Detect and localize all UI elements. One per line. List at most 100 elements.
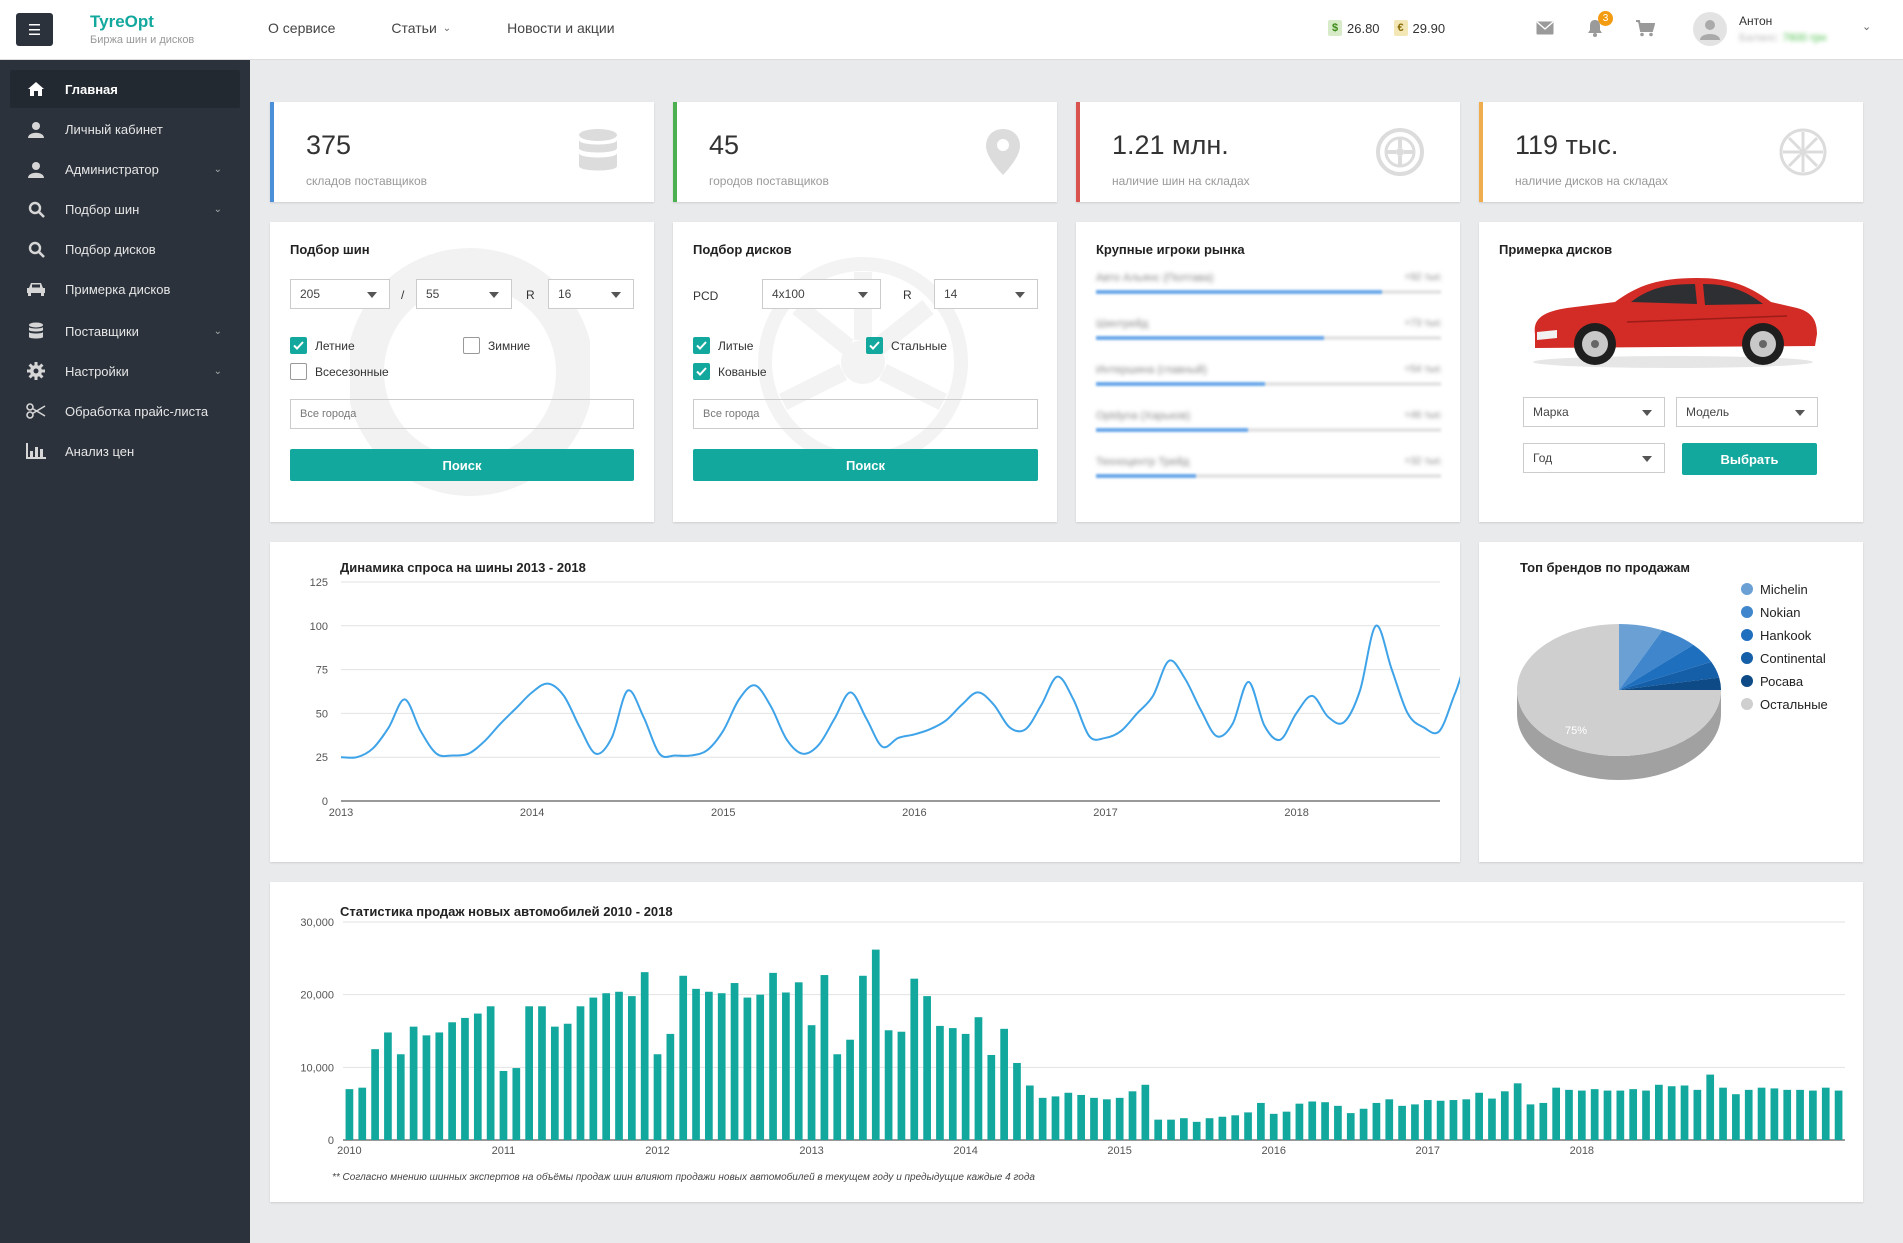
tire-profile-select[interactable]: 55	[416, 279, 512, 309]
chart-footnote: ** Согласно мнению шинных экспертов на о…	[332, 1171, 1035, 1183]
sales-bar	[1770, 1088, 1779, 1140]
make-select[interactable]: Марка	[1523, 397, 1665, 427]
sales-bar	[1603, 1090, 1612, 1140]
caret-down-icon	[489, 292, 499, 298]
scissors-icon	[25, 403, 47, 419]
car-icon	[25, 282, 47, 296]
sales-bar	[550, 1026, 559, 1140]
stat-accent-bar	[270, 102, 274, 202]
top-icons: 3	[1535, 11, 1655, 38]
sales-bar	[1757, 1087, 1766, 1140]
sales-bar	[384, 1032, 392, 1140]
sales-bar	[679, 975, 688, 1140]
market-player-row[interactable]: Авто Альянс (Полтава) +92 тыс	[1096, 272, 1441, 294]
all-season-checkbox[interactable]: Всесезонные	[290, 363, 389, 380]
market-player-row[interactable]: Интершина (главный) +54 тыс	[1096, 364, 1441, 386]
cart-icon[interactable]	[1635, 18, 1655, 38]
sales-bar	[1141, 1084, 1150, 1140]
sidebar-item-price-list[interactable]: Обработка прайс-листа	[10, 392, 240, 430]
sidebar-item-price-analysis[interactable]: Анализ цен	[10, 432, 240, 470]
sidebar-item-rim-search[interactable]: Подбор дисков	[10, 230, 240, 268]
city-input[interactable]: Все города	[290, 399, 634, 429]
sales-bar	[1783, 1089, 1792, 1140]
caret-down-icon	[611, 292, 621, 298]
sales-bar	[1205, 1118, 1214, 1140]
player-name: Optdyna (Харьков)	[1096, 410, 1191, 422]
stat-card-cities: 45 городов поставщиков	[673, 102, 1057, 202]
eur-rate: €29.90	[1393, 20, 1445, 36]
sales-bar	[859, 975, 867, 1140]
pcd-select[interactable]: 4x100	[762, 279, 881, 309]
sales-bar	[1488, 1098, 1496, 1140]
market-player-row[interactable]: Optdyna (Харьков) +46 тыс	[1096, 410, 1441, 432]
sales-bar	[1231, 1115, 1240, 1140]
tire-width-select[interactable]: 205	[290, 279, 390, 309]
sidebar-item-home[interactable]: Главная	[10, 70, 240, 108]
bell-icon[interactable]: 3	[1585, 11, 1613, 38]
select-button[interactable]: Выбрать	[1682, 443, 1817, 475]
stat-card-warehouses: 375 складов поставщиков	[270, 102, 654, 202]
sidebar-item-rim-fitting[interactable]: Примерка дисков	[10, 270, 240, 308]
sales-bar	[782, 992, 790, 1140]
user-balance: Баланс: 7600 грн	[1739, 32, 1826, 44]
sidebar: Главная Личный кабинет Администратор ⌄ П…	[0, 60, 250, 1243]
sales-bar	[807, 1025, 816, 1140]
nav-articles[interactable]: Статьи ⌄	[391, 20, 451, 36]
sales-bar	[1128, 1091, 1137, 1140]
sidebar-item-suppliers[interactable]: Поставщики ⌄	[10, 312, 240, 350]
stat-value: 1.21 млн.	[1112, 130, 1229, 160]
caret-down-icon	[1642, 456, 1652, 462]
tire-radius-value: 16	[558, 287, 572, 301]
winter-checkbox[interactable]: Зимние	[463, 337, 530, 354]
summer-checkbox[interactable]: Летние	[290, 337, 355, 354]
rim-search-button[interactable]: Поиск	[693, 449, 1038, 481]
tire-radius-select[interactable]: 16	[548, 279, 634, 309]
demand-chart-card: Динамика спроса на шины 2013 - 2018 0 25 50…	[270, 542, 1568, 862]
rim-radius-select[interactable]: 14	[934, 279, 1038, 309]
sales-bar	[1385, 1099, 1394, 1140]
sidebar-item-settings[interactable]: Настройки ⌄	[10, 352, 240, 390]
market-player-row[interactable]: Шинтрейд +73 тыс	[1096, 318, 1441, 340]
sales-bar	[615, 991, 623, 1140]
card-title: Подбор дисков	[693, 242, 792, 257]
stat-label: наличие шин на складах	[1112, 174, 1250, 188]
nav-about[interactable]: О сервисе	[268, 20, 335, 36]
market-players-card: Крупные игроки рынка Авто Альянс (Полтав…	[1076, 222, 1460, 522]
user-chevron-icon[interactable]: ⌄	[1862, 21, 1872, 33]
user-menu[interactable]: Антон Баланс: 7600 грн	[1693, 12, 1826, 46]
mail-icon[interactable]	[1535, 18, 1555, 38]
sales-bar	[1295, 1103, 1304, 1140]
steel-checkbox[interactable]: Стальные	[866, 337, 947, 354]
stat-label: наличие дисков на складах	[1515, 174, 1668, 188]
sales-bar	[1257, 1102, 1265, 1140]
home-icon	[25, 81, 47, 97]
market-player-row[interactable]: Техноцентр Трейд +32 тыс	[1096, 456, 1441, 478]
sidebar-item-account[interactable]: Личный кабинет	[10, 110, 240, 148]
caret-down-icon	[1015, 292, 1025, 298]
tire-search-card: Подбор шин 205 / 55 R 16 Летние Зимние В…	[270, 222, 654, 522]
sales-bar	[1475, 1092, 1483, 1140]
model-select[interactable]: Модель	[1676, 397, 1818, 427]
legend-dot	[1741, 629, 1753, 641]
cast-checkbox[interactable]: Литые	[693, 337, 753, 354]
stat-accent-bar	[673, 102, 677, 202]
sales-bar	[910, 978, 919, 1140]
tire-search-button[interactable]: Поиск	[290, 449, 634, 481]
menu-toggle-button[interactable]: ☰	[16, 13, 53, 46]
sidebar-item-label: Личный кабинет	[65, 121, 163, 137]
sidebar-item-admin[interactable]: Администратор ⌄	[10, 150, 240, 188]
year-select[interactable]: Год	[1523, 443, 1665, 473]
y-tick-label: 0	[328, 1135, 334, 1147]
x-tick-label: 2015	[1107, 1145, 1131, 1157]
city-input[interactable]: Все города	[693, 399, 1038, 429]
sales-bar	[448, 1022, 456, 1140]
sales-bar	[576, 1006, 585, 1140]
rim-radius-value: 14	[944, 287, 958, 301]
sales-bar	[794, 982, 803, 1140]
sidebar-item-label: Настройки	[65, 363, 129, 379]
brand[interactable]: TyreOpt Биржа шин и дисков	[90, 12, 194, 46]
forged-checkbox[interactable]: Кованые	[693, 363, 767, 380]
chart-title: Топ брендов по продажам	[1520, 560, 1690, 575]
nav-news[interactable]: Новости и акции	[507, 20, 614, 36]
sidebar-item-tire-search[interactable]: Подбор шин ⌄	[10, 190, 240, 228]
